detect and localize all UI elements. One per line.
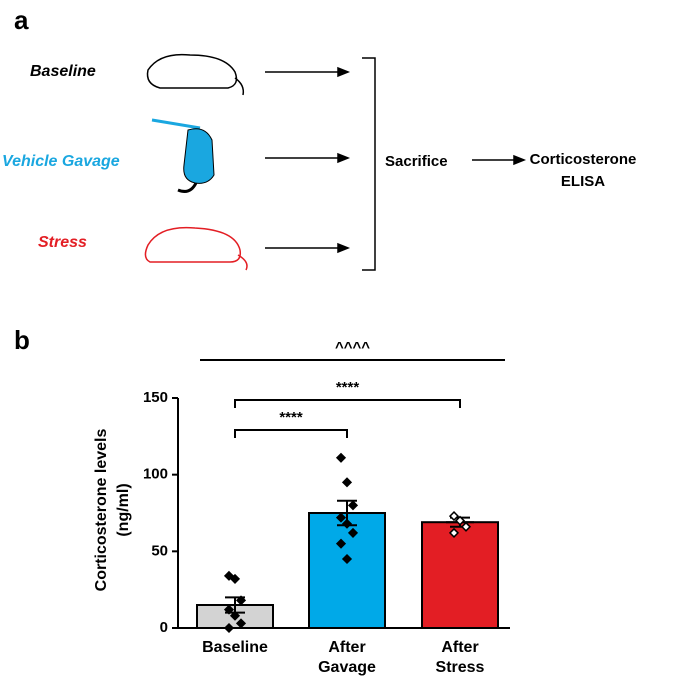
significance-bracket [234,429,348,438]
panel-label: a [14,5,29,35]
data-point [335,538,347,549]
data-point [454,515,466,526]
arrows [265,57,527,271]
data-point [223,604,235,615]
mouse-icon [146,53,245,96]
data-point [347,500,359,511]
step-label: Sacrifice [385,153,448,170]
data-point [229,573,241,584]
y-axis-label: (ng/ml) [115,483,132,536]
outcome-label: ELISA [561,173,605,190]
data-point [229,610,241,621]
x-tick-label: After Gavage [318,639,376,676]
error-bar [221,596,249,614]
y-tick-label: 0 [160,619,168,636]
data-point [341,553,353,565]
data-point [235,595,247,606]
data-point [223,570,235,581]
group-label: Stress [38,234,87,251]
data-point [335,512,347,523]
error-bar [333,499,361,527]
significance-label: ^^^^ [335,339,370,356]
significance-label: **** [279,409,303,426]
mouse-icon [144,226,248,271]
data-point [341,477,353,488]
group-label: Baseline [30,63,96,80]
y-tick-label: 100 [143,466,168,483]
data-point [223,622,235,634]
data-point [448,527,460,538]
mouse-icon [151,118,215,193]
x-tick-label: Baseline [202,639,268,656]
data-point [341,518,353,529]
panel-label: b [14,325,30,355]
significance-label: **** [336,379,360,396]
y-axis-label: Corticosterone levels [93,429,110,592]
y-tick-label: 150 [143,389,168,406]
data-point [335,452,347,463]
data-point [460,521,472,532]
data-point [347,527,359,538]
bar [308,512,386,629]
significance-bracket [234,399,461,408]
outcome-label: Corticosterone [530,151,637,168]
bar [421,521,499,630]
data-point [235,618,247,629]
data-point [448,511,460,522]
group-label: Vehicle Gavage [2,153,120,170]
x-tick-label: After Stress [435,639,485,676]
y-tick-label: 50 [151,542,168,559]
